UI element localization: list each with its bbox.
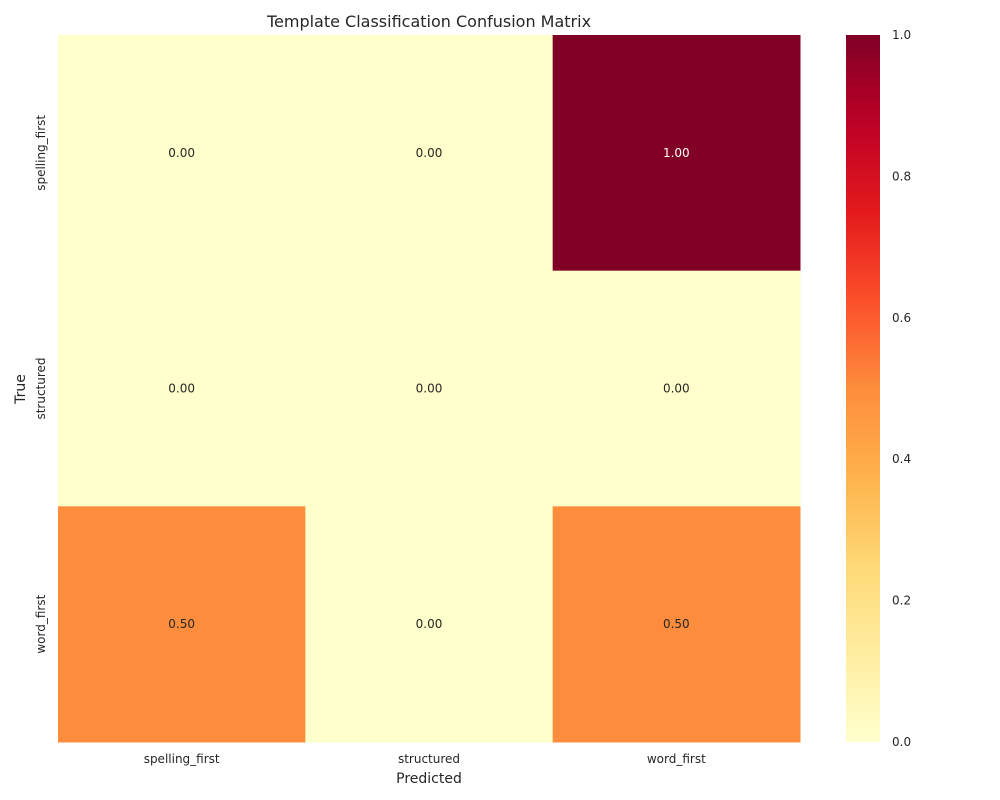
heatmap-cell <box>58 270 306 507</box>
heatmap-cell <box>58 506 306 743</box>
y-tick-label: structured <box>34 357 48 419</box>
heatmap-cell <box>552 270 801 507</box>
heatmap-cell <box>305 35 554 272</box>
cell-value-label: 0.00 <box>168 382 195 396</box>
x-tick-label: spelling_first <box>144 752 220 766</box>
cell-value-label: 0.50 <box>663 617 690 631</box>
cell-value-label: 0.00 <box>168 146 195 160</box>
colorbar-tick-label: 0.2 <box>892 594 911 608</box>
colorbar-ticks: 0.0 0.2 0.4 0.6 0.8 1.0 <box>892 28 911 749</box>
colorbar-tick-label: 0.0 <box>892 735 911 749</box>
cell-value-label: 0.00 <box>416 382 443 396</box>
heatmap-cell <box>305 270 554 507</box>
heatmap-cell <box>305 506 554 743</box>
x-tick-label: structured <box>398 752 460 766</box>
cell-value-label: 0.50 <box>168 617 195 631</box>
y-tick-label: word_first <box>34 594 48 653</box>
heatmap-cell <box>552 506 801 743</box>
heatmap-cell <box>552 35 801 272</box>
colorbar-tick-label: 1.0 <box>892 28 911 42</box>
colorbar-tick-label: 0.4 <box>892 452 911 466</box>
x-tick-label: word_first <box>647 752 706 766</box>
cell-value-label: 0.00 <box>416 146 443 160</box>
heatmap-cells: 0.00 0.00 1.00 0.00 0.00 0.00 0.50 0.00 0.50 <box>58 35 801 743</box>
colorbar-tick-label: 0.8 <box>892 169 911 183</box>
x-axis-label: Predicted <box>396 771 462 787</box>
colorbar-tick-label: 0.6 <box>892 311 911 325</box>
y-axis-label: True <box>13 374 29 405</box>
cell-value-label: 1.00 <box>663 146 690 160</box>
y-tick-label: spelling_first <box>34 115 48 191</box>
x-tick-labels: spelling_first structured word_first <box>144 752 706 766</box>
heatmap-cell <box>58 35 306 272</box>
chart-title: Template Classification Confusion Matrix <box>266 12 591 31</box>
cell-value-label: 0.00 <box>663 382 690 396</box>
y-tick-labels: spelling_first structured word_first <box>34 115 48 654</box>
cell-value-label: 0.00 <box>416 617 443 631</box>
colorbar <box>846 35 880 742</box>
